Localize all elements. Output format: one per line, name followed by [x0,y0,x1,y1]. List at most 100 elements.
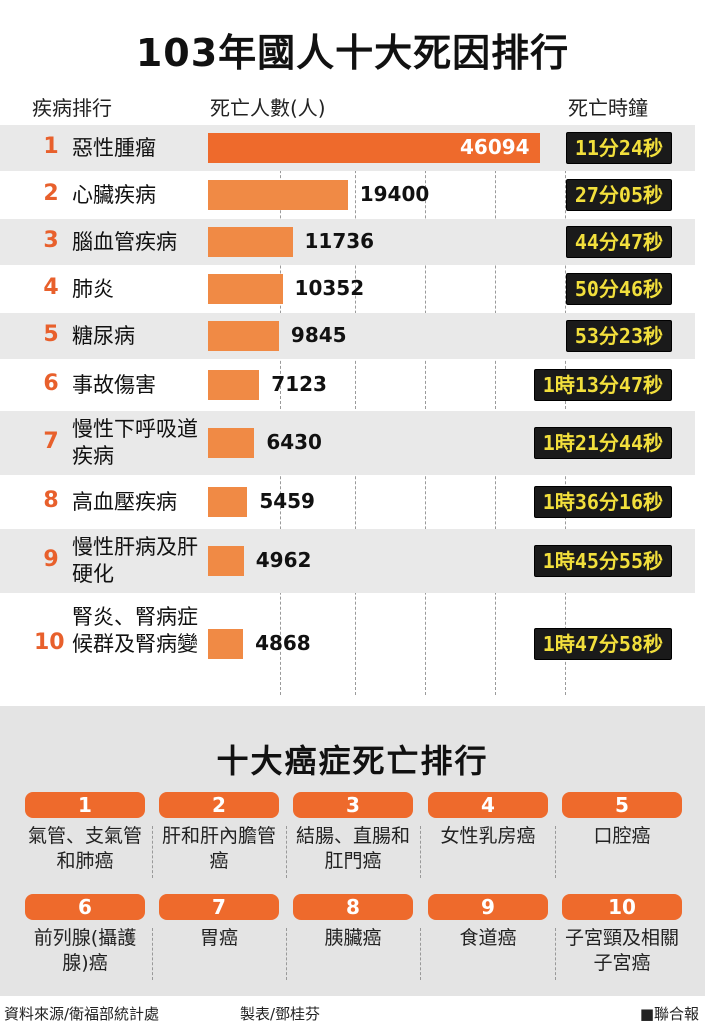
cancer-rank-badge: 4 [428,792,548,818]
cancer-rank-badge: 5 [562,792,682,818]
value-label: 6430 [266,430,322,454]
column-divider [152,826,153,878]
rank-number: 2 [43,181,59,206]
gridline [355,125,356,695]
cancer-name: 胃癌 [199,927,238,949]
death-clock: 1時21分44秒 [533,427,672,459]
rank-number: 4 [43,275,59,300]
death-clock: 44分47秒 [565,226,672,258]
cancer-rank-badge: 8 [293,894,413,920]
cancer-name: 氣管、支氣管和肺癌 [27,825,142,872]
death-bar [208,428,255,458]
death-clock: 1時36分16秒 [533,486,672,518]
cancer-item: 1 氣管、支氣管和肺癌 [25,792,145,874]
gridline [495,125,496,695]
cancer-rank-badge: 10 [562,894,682,920]
death-bar [208,487,248,517]
value-label: 4868 [255,631,311,655]
cancer-name: 肝和肝內膽管癌 [161,825,276,872]
cause-label: 腦血管疾病 [72,229,177,254]
cancer-item: 4 女性乳房癌 [428,792,548,849]
clock-header: 死亡時鐘 [568,96,648,120]
page-title: 103年國人十大死因排行 [135,31,570,75]
gridline [280,125,281,695]
death-bar [208,629,244,659]
value-label: 46094 [460,135,530,159]
death-clock: 1時47分58秒 [533,628,672,660]
death-clock: 11分24秒 [565,132,672,164]
maker-credit: 製表/鄧桂芬 [240,1005,321,1023]
cause-label: 腎炎、腎病症候群及腎病變 [72,604,198,656]
cancer-item: 9 食道癌 [428,894,548,951]
deaths-header: 死亡人數(人) [210,96,326,120]
death-clock: 53分23秒 [565,320,672,352]
column-divider [555,928,556,980]
value-label: 11736 [304,229,375,253]
column-divider [286,826,287,878]
footer: 資料來源/衛福部統計處 製表/鄧桂芬 ■聯合報 [0,1000,705,1024]
column-divider [420,826,421,878]
cancer-item: 2 肝和肝內膽管癌 [159,792,279,874]
cause-label: 高血壓疾病 [72,489,177,514]
cancer-name: 前列腺(攝護腺)癌 [33,927,137,974]
death-bar [208,227,293,257]
cause-label: 惡性腫瘤 [72,135,156,160]
cancer-item: 3 結腸、直腸和肛門癌 [293,792,413,874]
rank-number: 7 [43,429,59,454]
cause-header: 疾病排行 [32,96,112,120]
death-clock: 1時13分47秒 [533,369,672,401]
death-clock: 27分05秒 [565,179,672,211]
value-label: 9845 [290,323,347,347]
cancer-item: 5 口腔癌 [562,792,682,849]
column-divider [420,928,421,980]
cancer-name: 子宮頸及相關子宮癌 [564,927,679,974]
cancer-item: 10 子宮頸及相關子宮癌 [562,894,682,976]
source-credit: 資料來源/衛福部統計處 [4,1005,160,1023]
death-ranking-panel: 103年國人十大死因排行 疾病排行 死亡人數(人) 死亡時鐘 1 惡性腫瘤 4609… [0,31,695,695]
rank-number: 10 [34,630,65,655]
brand-logo: ■聯合報 [639,1005,699,1023]
death-clock: 1時45分55秒 [533,545,672,577]
death-bar [208,133,540,163]
cause-label: 慢性肝病及肝硬化 [72,535,198,586]
column-divider [152,928,153,980]
cancer-name: 食道癌 [459,927,517,949]
value-label: 7123 [271,372,327,396]
cancer-title: 十大癌症死亡排行 [216,742,489,780]
cancer-rank-badge: 2 [159,792,279,818]
cancer-name: 口腔癌 [593,825,651,847]
cause-label: 慢性下呼吸道疾病 [72,417,198,468]
death-bar [208,180,348,210]
death-bar [208,321,279,351]
death-clock: 50分46秒 [565,273,672,305]
rank-number: 1 [43,134,59,159]
cause-label: 肺炎 [72,276,114,301]
value-label: 5459 [259,489,315,513]
death-bar [208,274,283,304]
cancer-rank-badge: 1 [25,792,145,818]
value-label: 4962 [255,548,312,572]
cancer-name: 結腸、直腸和肛門癌 [295,825,410,872]
cause-label: 事故傷害 [72,372,156,397]
death-bar [208,546,244,576]
column-divider [555,826,556,878]
gridline [565,125,566,695]
cancer-item: 7 胃癌 [159,894,279,951]
rank-number: 8 [43,488,59,513]
value-label: 10352 [294,276,365,300]
rank-number: 3 [43,228,59,253]
column-divider [286,928,287,980]
value-label: 19400 [359,182,430,206]
cancer-name: 女性乳房癌 [440,825,536,847]
cancer-item: 6 前列腺(攝護腺)癌 [25,894,145,976]
cause-label: 糖尿病 [72,323,135,348]
cancer-rank-badge: 9 [428,894,548,920]
cause-label: 心臟疾病 [72,182,156,207]
rank-number: 9 [43,547,59,572]
cancer-rank-badge: 7 [159,894,279,920]
cancer-ranking-panel: 十大癌症死亡排行 1 氣管、支氣管和肺癌 2 肝和肝內膽管癌 3 結腸、直腸和肛門癌 4 女性… [0,706,705,996]
rank-number: 5 [43,322,59,347]
cancer-rank-badge: 6 [25,894,145,920]
rank-number: 6 [43,371,59,396]
